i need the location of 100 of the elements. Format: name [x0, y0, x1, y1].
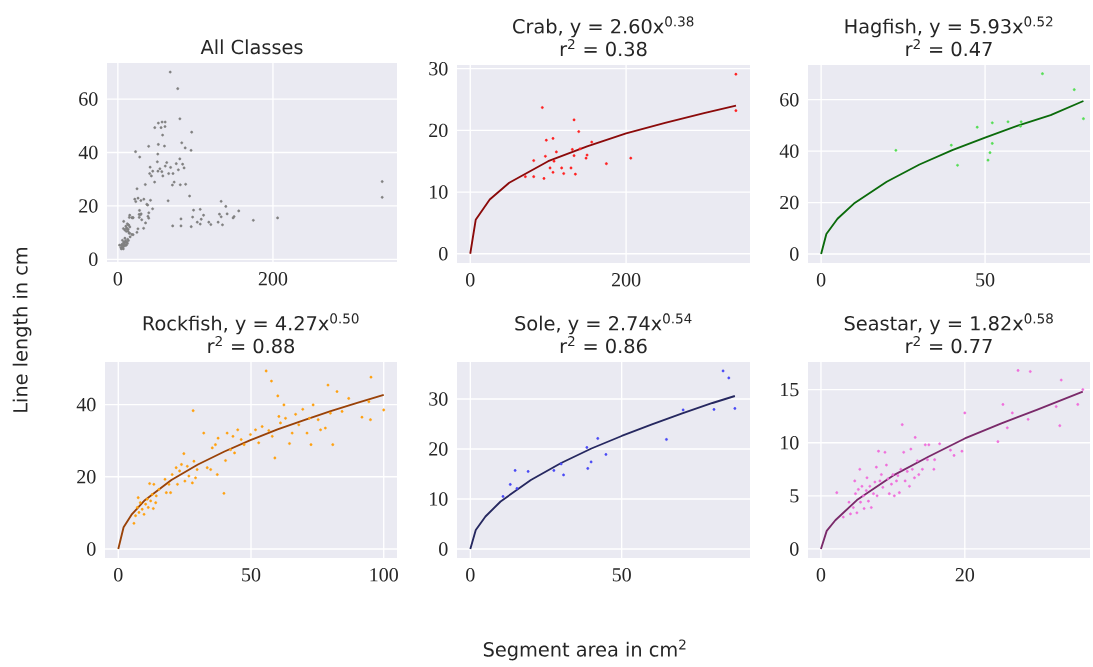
point: [560, 166, 564, 170]
point: [629, 156, 633, 160]
point: [584, 156, 588, 160]
point: [733, 407, 737, 410]
y-tick-label: 60: [780, 92, 799, 107]
point: [734, 109, 738, 113]
point: [1019, 124, 1022, 128]
y-tick-label: 0: [790, 247, 799, 261]
point: [559, 462, 563, 466]
chart-title: Hagfish, y = 5.93x$^{0.52}$: [845, 16, 1053, 38]
chart-title: Crab, y = 2.60x$^{0.38}$: [513, 16, 694, 38]
point: [988, 151, 992, 155]
point: [986, 158, 990, 162]
y-tick-label: 20: [429, 442, 448, 456]
y-tick-label: 60: [79, 92, 98, 106]
y-tick-label: 40: [76, 397, 96, 412]
y-tick-label: 0: [439, 542, 448, 556]
y-tick-label: 20: [77, 470, 96, 484]
chart-title: Sole, y = 2.74x$^{0.54}$: [515, 313, 692, 335]
x-tick-label: 0: [816, 273, 826, 287]
x-tick-label: 50: [242, 568, 261, 582]
point: [956, 163, 959, 167]
point: [585, 153, 589, 157]
y-tick-label: 10: [781, 435, 799, 450]
point: [508, 483, 512, 486]
point: [540, 106, 544, 109]
point: [523, 175, 527, 179]
point: [513, 469, 517, 472]
point: [570, 148, 574, 151]
point: [501, 495, 505, 498]
point: [572, 154, 576, 158]
point: [975, 125, 979, 129]
point: [1006, 120, 1010, 124]
point: [590, 140, 594, 144]
point: [544, 138, 548, 142]
x-tick-label: 200: [611, 273, 641, 287]
point: [573, 172, 577, 176]
point: [552, 469, 556, 472]
point: [1041, 72, 1044, 76]
chart-title: Rockfish, y = 4.27x$^{0.50}$: [143, 313, 359, 335]
point: [532, 159, 536, 162]
point: [515, 487, 519, 490]
point: [604, 162, 608, 166]
chart-subtitle: r$^{2}$ = 0.88: [208, 335, 295, 354]
x-tick-label: 50: [612, 568, 631, 582]
point: [552, 159, 556, 163]
x-tick-label: 0: [114, 568, 123, 582]
point: [578, 147, 582, 151]
chart-title: All Classes: [200, 39, 303, 55]
y-tick-label: 0: [89, 252, 98, 267]
x-tick-label: 20: [955, 568, 975, 582]
point: [554, 150, 558, 154]
point: [562, 473, 565, 477]
x-tick-label: 0: [466, 273, 475, 287]
y-tick-label: 40: [78, 145, 98, 160]
y-tick-label: 10: [430, 492, 448, 506]
point: [526, 470, 530, 473]
x-tick-label: 200: [258, 272, 288, 286]
y-tick-label: 15: [781, 382, 799, 397]
point: [532, 175, 536, 179]
chart-subtitle: r$^{2}$ = 0.38: [560, 39, 647, 57]
chart-title: Seastar, y = 1.82x$^{0.58}$: [844, 313, 1053, 335]
x-tick-label: 0: [466, 568, 475, 582]
x-tick-label: 100: [370, 568, 398, 582]
point: [1072, 88, 1076, 92]
chart-subtitle: r$^{2}$ = 0.86: [560, 336, 647, 354]
y-tick-label: 0: [790, 542, 799, 556]
point: [990, 142, 994, 145]
y-tick-label: 0: [87, 542, 96, 556]
y-axis-title: Line length in cm: [12, 247, 32, 412]
point: [990, 121, 994, 125]
chart-subtitle: r$^{2}$ = 0.47: [906, 39, 992, 57]
point: [665, 438, 668, 441]
line-series: [117, 393, 385, 550]
point: [681, 408, 685, 412]
line-series: [469, 104, 737, 255]
point: [596, 437, 600, 440]
line-series: [820, 390, 1084, 550]
point: [542, 177, 546, 180]
x-tick-label: 50: [976, 273, 995, 287]
y-tick-label: 40: [779, 144, 799, 158]
point: [572, 118, 576, 122]
y-tick-label: 30: [429, 392, 448, 406]
point: [712, 408, 716, 411]
point: [548, 166, 552, 170]
y-tick-label: 20: [429, 123, 448, 138]
x-tick-label: 0: [816, 568, 826, 582]
y-tick-label: 30: [429, 61, 448, 76]
y-tick-label: 20: [79, 199, 98, 213]
point: [727, 376, 731, 380]
line-series: [469, 395, 736, 550]
point: [543, 154, 547, 158]
point: [586, 467, 590, 470]
y-tick-label: 0: [439, 246, 448, 261]
y-tick-label: 20: [780, 195, 799, 210]
point: [551, 170, 555, 174]
y-tick-label: 10: [430, 185, 448, 199]
point: [577, 130, 581, 134]
point: [1019, 120, 1023, 124]
point: [569, 166, 573, 170]
